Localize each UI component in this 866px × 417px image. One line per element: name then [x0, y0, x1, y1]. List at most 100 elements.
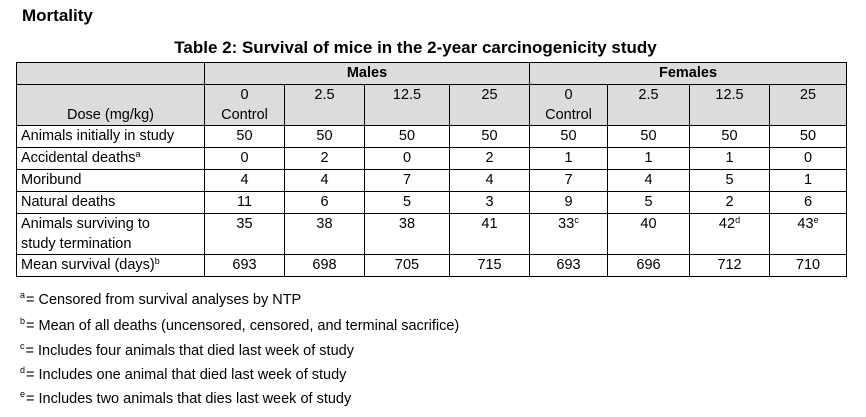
- dose-header-row: Dose (mg/kg) 0 Control 2.5 12.5 25 0 Contr…: [16, 84, 847, 126]
- dose-male-0: 0 Control: [204, 84, 285, 126]
- footnote-mark: a: [20, 290, 26, 300]
- footnote-marker: d: [735, 215, 741, 225]
- cell-value: 43: [797, 216, 814, 232]
- table-row: Natural deaths 11 6 5 3 9 5 2 6: [16, 191, 847, 214]
- table-cell: 693: [529, 254, 608, 277]
- footnote-e: e= Includes two animals that dies last w…: [20, 389, 352, 408]
- table-cell: 1: [529, 147, 608, 170]
- table-cell: 5: [364, 191, 450, 214]
- table-cell: 2: [449, 147, 530, 170]
- table-cell: 4: [449, 169, 530, 192]
- females-group-header: Females: [529, 62, 847, 85]
- footnote-text: = Includes four animals that died last w…: [25, 343, 354, 359]
- table-cell: 4: [204, 169, 285, 192]
- dose-value: 0: [240, 87, 249, 103]
- table-cell: 0: [364, 147, 450, 170]
- row-label: Moribund: [16, 169, 205, 192]
- table-cell: 5: [607, 191, 690, 214]
- males-group-header: Males: [204, 62, 530, 85]
- table-cell: 710: [769, 254, 847, 277]
- footnote-b: b= Mean of all deaths (uncensored, censo…: [20, 316, 460, 335]
- table-cell: 696: [607, 254, 690, 277]
- table-cell: 3: [449, 191, 530, 214]
- cell-value: 33: [558, 216, 575, 232]
- control-label: Control: [545, 107, 592, 123]
- table-cell: 693: [204, 254, 285, 277]
- row-label-text: Mean survival (days): [21, 257, 155, 273]
- table-row: Accidental deathsa 0 2 0 2 1 1 1 0: [16, 147, 847, 170]
- footnote-text: = Censored from survival analyses by NTP: [26, 292, 302, 308]
- group-header-row: Males Females: [16, 62, 847, 85]
- table-cell: 4: [607, 169, 690, 192]
- table-cell: 7: [364, 169, 450, 192]
- header-blank-cell: [16, 62, 205, 85]
- row-label: Accidental deathsa: [16, 147, 205, 170]
- table-cell: 0: [204, 147, 285, 170]
- footnote-mark: e: [20, 389, 26, 399]
- table-row: Animals surviving to study termination 35…: [16, 213, 847, 255]
- table-cell: 2: [284, 147, 365, 170]
- dose-female-1: 2.5: [607, 84, 690, 126]
- dose-female-0: 0 Control: [529, 84, 608, 126]
- section-heading: Mortality: [22, 6, 93, 25]
- dose-male-2: 12.5: [364, 84, 450, 126]
- row-label: Animals surviving to study termination: [16, 213, 205, 255]
- table-cell: 50: [529, 125, 608, 148]
- survival-table: Males Females Dose (mg/kg) 0 Control 2.5 …: [16, 62, 847, 277]
- row-label-line: Animals surviving to: [21, 216, 150, 232]
- table-cell: 50: [449, 125, 530, 148]
- table-row: Moribund 4 4 7 4 7 4 5 1: [16, 169, 847, 192]
- table-cell: 40: [607, 213, 690, 255]
- row-label-line: study termination: [21, 236, 132, 252]
- row-label: Mean survival (days)b: [16, 254, 205, 277]
- table-cell: 5: [689, 169, 770, 192]
- footnote-text: = Mean of all deaths (uncensored, censor…: [26, 318, 460, 334]
- table-cell: 4: [284, 169, 365, 192]
- footnote-d: d= Includes one animal that died last we…: [20, 365, 346, 384]
- table-cell: 705: [364, 254, 450, 277]
- table-cell: 712: [689, 254, 770, 277]
- table-row: Mean survival (days)b 693 698 705 715 69…: [16, 254, 847, 277]
- table-cell: 9: [529, 191, 608, 214]
- footnote-marker: e: [813, 215, 819, 225]
- table-cell: 35: [204, 213, 285, 255]
- table-cell: 38: [284, 213, 365, 255]
- dose-male-3: 25: [449, 84, 530, 126]
- footnote-a: a= Censored from survival analyses by NT…: [20, 290, 302, 309]
- footnote-mark: d: [20, 365, 26, 375]
- table-row: Animals initially in study 50 50 50 50 5…: [16, 125, 847, 148]
- row-label-text: Accidental deaths: [21, 150, 136, 166]
- table-cell: 1: [769, 169, 847, 192]
- footnote-mark: c: [20, 341, 25, 351]
- table-cell: 42d: [689, 213, 770, 255]
- control-label: Control: [221, 107, 268, 123]
- table-cell: 1: [607, 147, 690, 170]
- table-cell: 698: [284, 254, 365, 277]
- table-cell: 50: [689, 125, 770, 148]
- table-cell: 0: [769, 147, 847, 170]
- footnote-c: c= Includes four animals that died last …: [20, 341, 354, 360]
- table-cell: 50: [204, 125, 285, 148]
- table-cell: 50: [769, 125, 847, 148]
- table-cell: 41: [449, 213, 530, 255]
- row-label: Natural deaths: [16, 191, 205, 214]
- table-cell: 1: [689, 147, 770, 170]
- table-cell: 33c: [529, 213, 608, 255]
- dose-value: 0: [564, 87, 573, 103]
- table-cell: 6: [284, 191, 365, 214]
- table-cell: 2: [689, 191, 770, 214]
- footnote-marker: c: [574, 215, 579, 225]
- table-cell: 50: [607, 125, 690, 148]
- cell-value: 42: [718, 216, 736, 232]
- footnote-text: = Includes two animals that dies last we…: [26, 391, 352, 407]
- dose-female-2: 12.5: [689, 84, 770, 126]
- table-cell: 6: [769, 191, 847, 214]
- table-title: Table 2: Survival of mice in the 2-year …: [174, 38, 657, 57]
- table-cell: 7: [529, 169, 608, 192]
- footnote-marker: b: [154, 256, 160, 266]
- row-label: Animals initially in study: [16, 125, 205, 148]
- table-cell: 715: [449, 254, 530, 277]
- table-cell: 50: [284, 125, 365, 148]
- footnote-mark: b: [20, 316, 26, 326]
- table-cell: 43e: [769, 213, 847, 255]
